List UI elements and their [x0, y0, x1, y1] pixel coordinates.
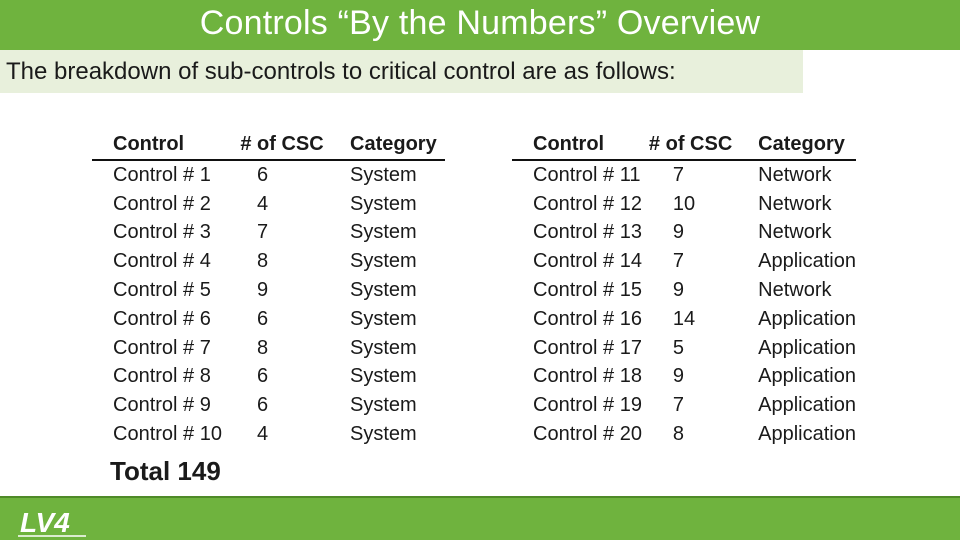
column-header-csc-count: # of CSC — [230, 130, 334, 161]
table-row: Control # 6 6 System — [92, 305, 445, 334]
csc-count: 4 — [257, 422, 269, 445]
table-row: Control # 2 4 System — [92, 190, 445, 219]
control-name: Control # 16 — [533, 307, 642, 330]
category: Application — [758, 336, 856, 359]
csc-count: 6 — [257, 394, 269, 417]
logo-text: LV4 — [20, 507, 70, 538]
table-header-row: Control # of CSC Category — [512, 130, 856, 161]
control-name: Control # 1 — [113, 163, 211, 186]
category: System — [350, 278, 417, 301]
control-name: Control # 9 — [113, 394, 211, 417]
csc-count: 7 — [672, 394, 685, 417]
control-name: Control # 14 — [533, 250, 642, 273]
csc-count: 14 — [672, 307, 696, 330]
csc-count: 6 — [257, 307, 269, 330]
column-header-control: Control — [92, 130, 230, 161]
csc-count: 4 — [257, 192, 269, 215]
control-name: Control # 13 — [533, 221, 642, 244]
control-name: Control # 3 — [113, 221, 211, 244]
table-row: Control # 14 7 Application — [512, 247, 856, 276]
footer-divider — [0, 496, 960, 498]
table-row: Control # 9 6 System — [92, 391, 445, 420]
csc-count: 9 — [672, 221, 685, 244]
table-row: Control # 18 9 Application — [512, 362, 856, 391]
control-name: Control # 20 — [533, 422, 642, 445]
table-row: Control # 15 9 Network — [512, 276, 856, 305]
control-name: Control # 18 — [533, 365, 642, 388]
column-header-category: Category — [334, 130, 445, 161]
slide-subtitle: The breakdown of sub-controls to critica… — [6, 58, 676, 85]
title-bar — [0, 0, 960, 50]
control-name: Control # 5 — [113, 278, 211, 301]
table-row: Control # 11 7 Network — [512, 160, 856, 190]
controls-table-left: Control # of CSC Category Control # 1 6 Sy… — [92, 130, 445, 449]
table-row: Control # 17 5 Application — [512, 334, 856, 363]
control-name: Control # 10 — [113, 422, 222, 445]
category: System — [350, 192, 417, 215]
table-row: Control # 19 7 Application — [512, 391, 856, 420]
csc-count: 9 — [672, 365, 685, 388]
column-header-category: Category — [758, 130, 856, 161]
category: Application — [758, 307, 856, 330]
control-name: Control # 19 — [533, 394, 642, 417]
category: System — [350, 163, 417, 186]
category: Application — [758, 250, 856, 273]
csc-count: 10 — [672, 192, 696, 215]
table-row: Control # 13 9 Network — [512, 218, 856, 247]
category: System — [350, 394, 417, 417]
column-header-csc-count: # of CSC — [648, 130, 759, 161]
category: Network — [758, 278, 832, 301]
control-name: Control # 11 — [533, 163, 641, 186]
category: System — [350, 365, 417, 388]
control-name: Control # 2 — [113, 192, 211, 215]
total-label: Total 149 — [110, 456, 221, 486]
csc-count: 6 — [257, 365, 269, 388]
control-name: Control # 15 — [533, 278, 642, 301]
table-row: Control # 20 8 Application — [512, 420, 856, 449]
csc-count: 7 — [672, 163, 685, 186]
table-header-row: Control # of CSC Category — [92, 130, 445, 161]
control-name: Control # 6 — [113, 307, 211, 330]
csc-count: 7 — [257, 221, 269, 244]
csc-count: 8 — [257, 250, 269, 273]
csc-count: 7 — [672, 250, 685, 273]
table-row: Control # 16 14 Application — [512, 305, 856, 334]
table-row: Control # 8 6 System — [92, 362, 445, 391]
table-row: Control # 4 8 System — [92, 247, 445, 276]
category: System — [350, 336, 417, 359]
control-name: Control # 12 — [533, 192, 642, 215]
category: Application — [758, 422, 856, 445]
category: Network — [758, 192, 832, 215]
subtitle-band — [0, 50, 803, 93]
category: System — [350, 221, 417, 244]
slide-title: Controls “By the Numbers” Overview — [199, 4, 761, 42]
category: Network — [758, 163, 832, 186]
category: Application — [758, 394, 856, 417]
control-name: Control # 17 — [533, 336, 642, 359]
csc-count: 5 — [672, 336, 685, 359]
lv4-logo-icon: LV4 — [18, 507, 86, 538]
csc-count: 6 — [257, 163, 269, 186]
column-header-control: Control — [512, 130, 649, 161]
table-row: Control # 5 9 System — [92, 276, 445, 305]
control-name: Control # 8 — [113, 365, 211, 388]
footer-bar — [0, 498, 960, 540]
control-name: Control # 7 — [113, 336, 211, 359]
csc-count: 9 — [257, 278, 269, 301]
control-name: Control # 4 — [113, 250, 211, 273]
csc-count: 8 — [257, 336, 269, 359]
category: System — [350, 250, 417, 273]
csc-count: 9 — [672, 278, 685, 301]
category: Application — [758, 365, 856, 388]
table-row: Control # 3 7 System — [92, 218, 445, 247]
table-row: Control # 10 4 System — [92, 420, 445, 449]
category: Network — [758, 221, 832, 244]
category: System — [350, 422, 417, 445]
controls-table-right: Control # of CSC Category Control # 11 7 N… — [512, 130, 856, 449]
category: System — [350, 307, 417, 330]
table-row: Control # 12 10 Network — [512, 190, 856, 219]
table-row: Control # 1 6 System — [92, 160, 445, 190]
table-row: Control # 7 8 System — [92, 334, 445, 363]
csc-count: 8 — [672, 422, 685, 445]
